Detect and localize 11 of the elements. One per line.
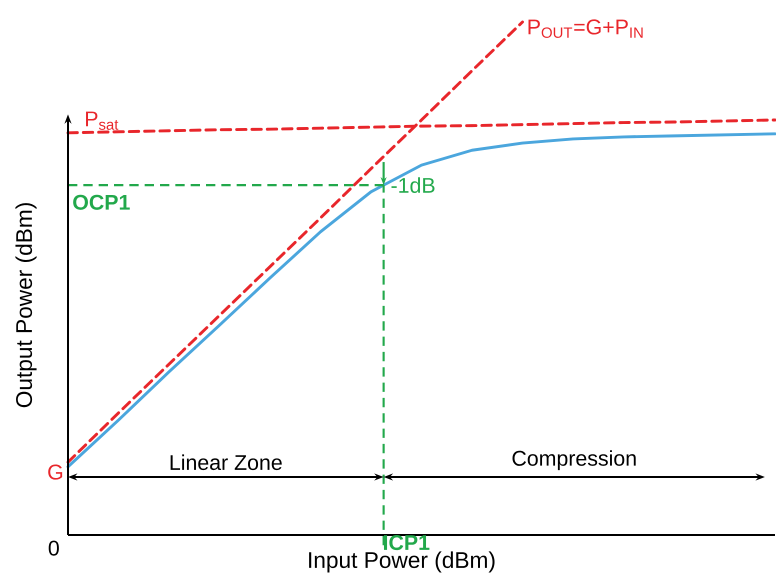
series-label: P$_{sat}$ (86, 112, 118, 130)
annotation: Compression (512, 450, 636, 470)
text: G (48, 464, 62, 480)
y-axis-title: Output Power (dBm) (15, 203, 37, 408)
text: ICP1 (384, 535, 430, 550)
annotation: Linear Zone (170, 454, 282, 470)
annotation: -1dB (392, 177, 434, 193)
ref-line-label: OCP1 (73, 194, 130, 210)
x-axis-title: Input Power (dBm) (309, 551, 495, 573)
series-label: P$_{OUT}$=G+P$_{IN}$ (528, 19, 643, 38)
text: 0 (48, 540, 59, 556)
